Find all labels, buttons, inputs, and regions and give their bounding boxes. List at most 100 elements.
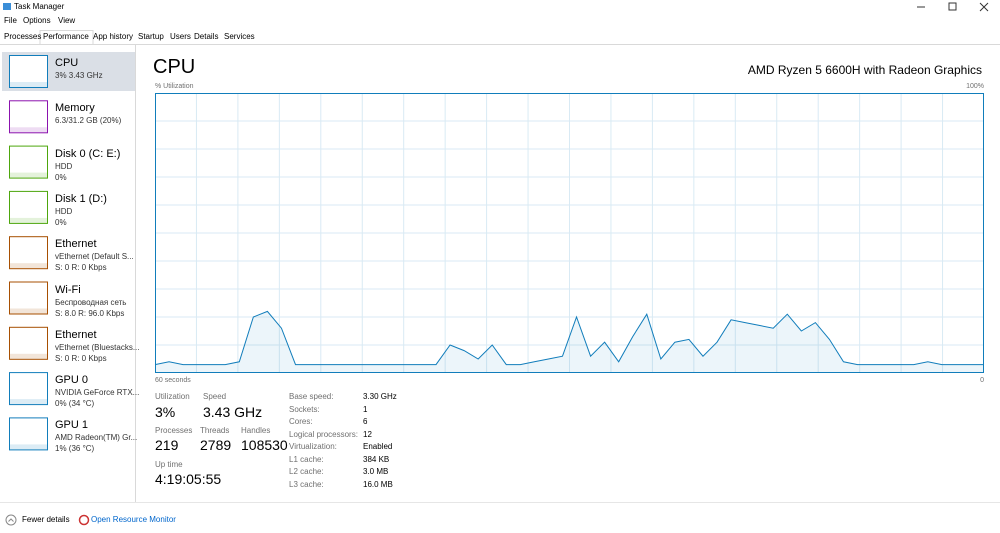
spec-value: Enabled — [363, 442, 393, 451]
graph-min-label: 0 — [980, 377, 984, 384]
graph-max-label: 100% — [966, 83, 984, 90]
thumbnail — [9, 100, 48, 134]
menu-item[interactable]: File — [4, 16, 17, 25]
thumbnail — [9, 236, 48, 270]
spec-value: 3.30 GHz — [363, 392, 397, 401]
device-name[interactable]: Disk 0 (C: E:) — [55, 147, 121, 160]
tab[interactable]: Services — [224, 32, 255, 41]
graph-time-label: 60 seconds — [155, 377, 191, 384]
thumbnail — [9, 190, 48, 224]
thumbnail-fill — [10, 353, 47, 359]
stat-value: 108530 — [241, 437, 288, 453]
thumbnail-fill — [10, 172, 47, 178]
stat-value: 219 — [155, 437, 179, 453]
spec-value: 12 — [363, 429, 372, 439]
thumbnail-fill — [10, 263, 47, 269]
stat-value: 4:19:05:55 — [155, 471, 222, 487]
thumbnail-fill — [10, 127, 47, 133]
spec-label: Virtualization: — [289, 442, 337, 451]
device-detail: 3% 3.43 GHz — [55, 71, 103, 80]
tab[interactable]: Details — [194, 32, 219, 41]
thumbnail — [9, 281, 48, 315]
thumbnail — [9, 326, 48, 360]
maximize-button[interactable] — [948, 2, 957, 11]
utilization-line — [154, 310, 984, 366]
spec-value: 1 — [363, 404, 368, 414]
close-button[interactable] — [979, 2, 989, 12]
spec-value: 16.0 MB — [363, 479, 393, 489]
thumbnail-fill — [10, 82, 47, 87]
tab[interactable]: Performance — [43, 32, 89, 41]
thumbnail-fill — [10, 444, 47, 450]
device-detail: HDD — [55, 161, 73, 171]
spec-label: L3 cache: — [289, 479, 324, 489]
resource-monitor-icon[interactable] — [78, 514, 90, 526]
graph-border — [155, 93, 984, 373]
panel-title: CPU — [153, 56, 196, 78]
tab[interactable]: App history — [93, 32, 134, 41]
window-title: Task Manager — [14, 2, 65, 11]
stat-label: Threads — [200, 426, 230, 435]
device-detail: 0% (34 °C) — [55, 399, 95, 409]
device-name[interactable]: CPU — [55, 57, 79, 69]
stat-value: 3% — [155, 404, 176, 420]
menu-item[interactable]: Options — [23, 16, 51, 25]
device-name[interactable]: Wi-Fi — [55, 283, 81, 296]
stat-label: Handles — [241, 426, 271, 435]
device-detail: NVIDIA GeForce RTX... — [55, 388, 140, 398]
thumbnail — [9, 145, 48, 179]
graph-label: % Utilization — [155, 83, 194, 90]
thumbnail — [9, 417, 48, 451]
spec-label: L1 cache: — [289, 454, 324, 464]
device-detail: S: 8.0 R: 96.0 Kbps — [55, 308, 125, 318]
device-detail: Беспроводная сеть — [55, 297, 127, 307]
device-name[interactable]: GPU 1 — [55, 419, 89, 432]
active-tab — [39, 30, 94, 45]
fewer-details-icon[interactable] — [5, 514, 17, 526]
device-detail: AMD Radeon(TM) Gr... — [55, 433, 138, 443]
device-name[interactable]: Disk 1 (D:) — [55, 192, 107, 205]
device-detail: 0% — [55, 172, 67, 182]
spec-value: 6 — [363, 417, 368, 426]
fewer-details-link[interactable]: Fewer details — [22, 515, 70, 524]
stat-label: Processes — [155, 426, 193, 435]
stat-label: Speed — [203, 392, 227, 401]
tab[interactable]: Processes — [4, 32, 42, 41]
device-detail: vEthernet (Bluestacks... — [55, 342, 140, 352]
device-name[interactable]: Ethernet — [55, 238, 97, 251]
spec-label: Base speed: — [289, 392, 334, 401]
thumbnail — [9, 372, 48, 406]
stat-value: 2789 — [200, 437, 232, 453]
chevron — [8, 518, 14, 522]
resource-monitor-link[interactable]: Open Resource Monitor — [91, 515, 176, 524]
spec-label: L2 cache: — [289, 467, 324, 476]
stat-label: Utilization — [155, 392, 190, 401]
device-detail: vEthernet (Default S... — [55, 252, 134, 262]
spec-label: Cores: — [289, 417, 313, 426]
stat-value: 3.43 GHz — [203, 404, 263, 420]
tab[interactable]: Startup — [138, 32, 164, 41]
spec-value: 3.0 MB — [363, 467, 389, 476]
thumbnail-fill — [10, 399, 47, 405]
spec-value: 384 KB — [363, 454, 390, 464]
device-detail: S: 0 R: 0 Kbps — [55, 353, 107, 363]
device-detail: HDD — [55, 206, 73, 216]
spec-label: Sockets: — [289, 404, 320, 414]
thumbnail — [9, 55, 48, 88]
thumbnail-fill — [10, 217, 47, 223]
utilization-area — [155, 311, 984, 373]
device-name[interactable]: Ethernet — [55, 328, 97, 341]
device-detail: S: 0 R: 0 Kbps — [55, 263, 107, 273]
device-name[interactable]: GPU 0 — [55, 374, 89, 387]
device-detail: 6.3/31.2 GB (20%) — [55, 116, 122, 126]
cpu-model: AMD Ryzen 5 6600H with Radeon Graphics — [747, 63, 982, 77]
device-detail: 1% (36 °C) — [55, 444, 95, 454]
menu-item[interactable]: View — [58, 16, 76, 25]
app-icon — [3, 3, 11, 10]
device-name[interactable]: Memory — [55, 102, 95, 115]
stat-label: Up time — [155, 460, 183, 469]
tab[interactable]: Users — [170, 32, 191, 41]
spec-label: Logical processors: — [289, 429, 358, 439]
device-detail: 0% — [55, 217, 67, 227]
